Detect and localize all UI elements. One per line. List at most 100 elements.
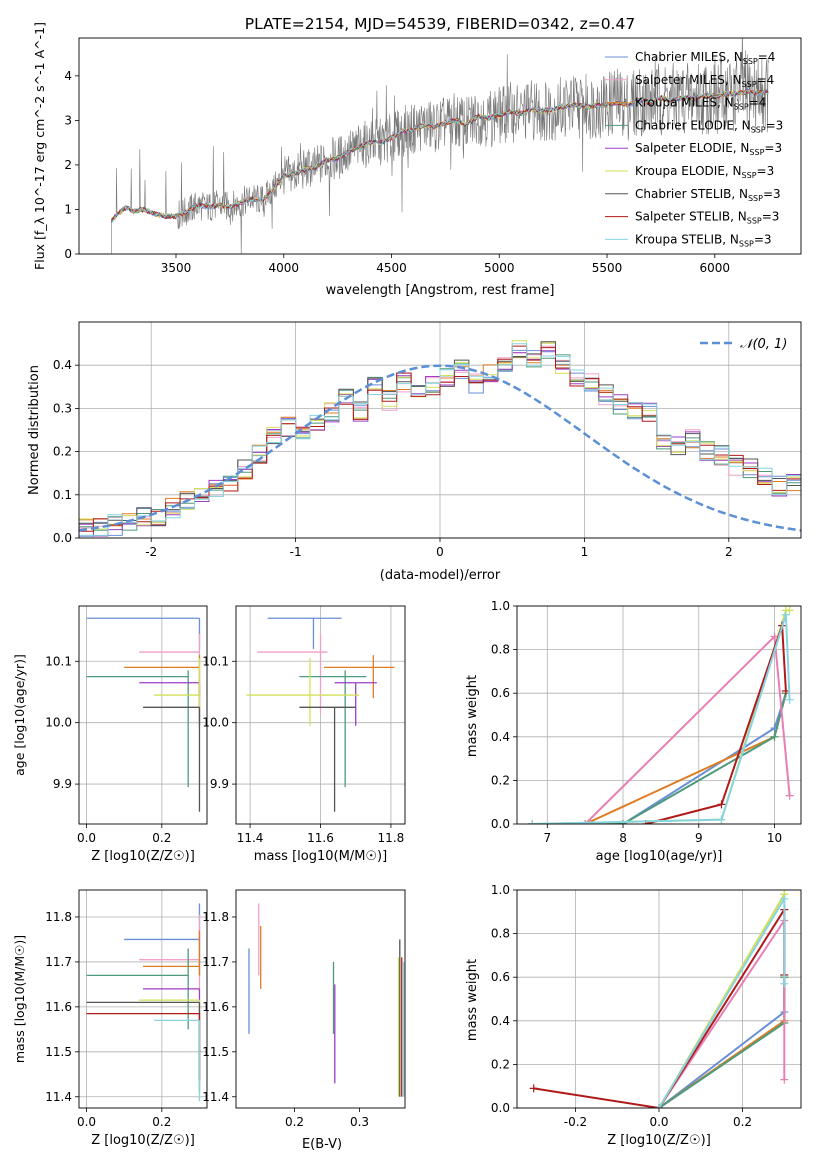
plot-area <box>246 617 395 812</box>
legend-entry: Kroupa MILES, NSSP=4 <box>635 96 766 112</box>
weight-marker <box>770 732 779 741</box>
panel-age-vs-metallicity: 0.0 0.2 9.9 10.0 10.1 Z [log10(Z/Z☉)] age [log… <box>12 605 208 864</box>
x-tick-label: 5000 <box>484 261 515 275</box>
weight-age-ylabel: mass weight <box>465 675 480 757</box>
weight-marker <box>781 610 790 619</box>
y-tick-label: 0.1 <box>53 488 72 502</box>
y-tick-label: 0.4 <box>491 1014 510 1028</box>
x-tick-label: 11.6 <box>307 831 334 845</box>
y-tick-label: 0.8 <box>491 643 510 657</box>
spectrum-legend: Chabrier MILES, NSSP=4 Salpeter MILES, NS… <box>605 50 783 248</box>
panel-mass-vs-extinction: 0.2 0.3 11.4 11.5 11.6 11.7 11.8 <box>202 889 406 1129</box>
x-tick-label: 0.2 <box>152 1115 171 1129</box>
weight-marker <box>785 791 794 800</box>
model-spectrum-line <box>111 89 769 221</box>
histogram-step-line <box>79 350 801 538</box>
weight-marker <box>785 695 794 704</box>
legend-entry: Salpeter ELODIE, NSSP=3 <box>635 141 782 157</box>
y-tick-label: 10.1 <box>202 654 229 668</box>
plot-area <box>86 903 201 1102</box>
legend-entry: 𝒩(0, 1) <box>740 337 787 352</box>
panel-spectrum: 3500 4000 4500 5000 5500 6000 0 1 2 3 4 Flux [f_λ 1… <box>32 22 802 275</box>
x-tick-label: 1 <box>581 545 589 559</box>
histogram-step-line <box>79 343 801 538</box>
x-tick-label: 10 <box>767 831 782 845</box>
y-tick-label: 11.8 <box>202 910 229 924</box>
weight-line <box>645 625 787 824</box>
plot-area <box>86 617 201 812</box>
y-tick-label: 0.0 <box>53 531 72 545</box>
panel-age-vs-mass: 11.4 11.6 11.8 9.9 10.0 10.1 mass [log10(M/M☉)… <box>202 605 406 864</box>
axes-frame <box>78 889 208 1109</box>
y-tick-label: 0.4 <box>53 358 72 372</box>
spectrum-title: PLATE=2154, MJD=54539, FIBERID=0342, z=0… <box>245 15 635 33</box>
x-tick-label: 8 <box>619 831 627 845</box>
weight-marker <box>780 979 789 988</box>
y-tick-label: 11.6 <box>202 1000 229 1014</box>
legend-entry: Salpeter STELIB, NSSP=3 <box>635 210 779 226</box>
weight-marker <box>717 800 726 809</box>
x-tick-label: 0.2 <box>285 1115 304 1129</box>
weight-line <box>532 614 791 824</box>
y-tick-label: 0 <box>64 247 72 261</box>
weight-line <box>658 977 786 1108</box>
panel-mass-weight-vs-age: 7 8 9 10 0.0 0.2 0.4 0.6 0.8 1.0 age [log10(age/yr… <box>491 599 802 864</box>
x-tick-label: 4500 <box>376 261 407 275</box>
y-tick-label: 0.2 <box>491 773 510 787</box>
weight-marker <box>770 632 779 641</box>
weight-marker <box>528 820 537 824</box>
x-tick-label: 0.3 <box>350 1115 369 1129</box>
x-tick-label: -2 <box>145 545 157 559</box>
x-tick-label: 11.8 <box>378 831 405 845</box>
ebv-xlabel: E(B-V) <box>302 1137 342 1152</box>
weight-line <box>532 692 787 824</box>
x-tick-label: -0.2 <box>564 1115 587 1129</box>
x-tick-label: 5500 <box>592 261 623 275</box>
weight-marker <box>655 1104 663 1108</box>
x-axis-label: age [log10(age/yr)] <box>596 849 723 864</box>
weight-line <box>658 977 786 1108</box>
panel-residual-histogram: -2 -1 0 1 2 0.0 0.1 0.2 0.3 0.4 𝒩(0, 1) <box>53 321 802 559</box>
y-tick-label: 1.0 <box>491 883 510 897</box>
x-tick-label: 6000 <box>700 261 731 275</box>
x-tick-label: -1 <box>290 545 302 559</box>
y-tick-label: 11.8 <box>45 910 72 924</box>
y-tick-label: 0.6 <box>491 686 510 700</box>
y-tick-label: 11.6 <box>45 1000 72 1014</box>
weight-z-ylabel: mass weight <box>465 959 480 1041</box>
legend-entry: Kroupa ELODIE, NSSP=3 <box>635 164 774 180</box>
y-tick-label: 9.9 <box>210 777 229 791</box>
y-tick-label: 0.0 <box>491 817 510 831</box>
model-spectrum-line <box>110 89 769 224</box>
axes-frame <box>516 605 802 825</box>
weight-line <box>532 634 791 824</box>
axes-frame <box>78 605 208 825</box>
x-axis-label: Z [log10(Z/Z☉)] <box>607 1133 711 1148</box>
weight-line <box>532 692 787 824</box>
x-tick-label: 0 <box>436 545 444 559</box>
y-tick-label: 1 <box>64 202 72 216</box>
x-tick-label: 0.0 <box>77 1115 96 1129</box>
plot-area <box>529 890 789 1108</box>
y-tick-label: 9.9 <box>53 777 72 791</box>
normal-curve-line <box>79 364 801 532</box>
y-tick-label: 0.0 <box>491 1101 510 1115</box>
plot-area <box>248 903 405 1097</box>
x-tick-label: 3500 <box>161 261 192 275</box>
y-axis-label: Flux [f_λ 10^-17 erg cm^-2 s^-1 A^-1] <box>32 22 47 270</box>
x-tick-label: 7 <box>543 831 551 845</box>
y-tick-label: 11.4 <box>45 1090 72 1104</box>
axes-frame <box>235 889 406 1109</box>
x-tick-label: 0.0 <box>77 831 96 845</box>
plot-area <box>110 38 769 254</box>
weight-marker <box>717 815 726 824</box>
weight-marker <box>780 894 789 903</box>
y-tick-label: 0.2 <box>491 1057 510 1071</box>
y-tick-label: 11.5 <box>45 1045 72 1059</box>
y-tick-label: 2 <box>64 158 72 172</box>
weight-marker <box>529 1084 538 1093</box>
y-axis-label: age [log10(age/yr)] <box>12 654 27 776</box>
y-tick-label: 0.6 <box>491 970 510 984</box>
x-axis-label: Z [log10(Z/Z☉)] <box>91 1133 195 1148</box>
